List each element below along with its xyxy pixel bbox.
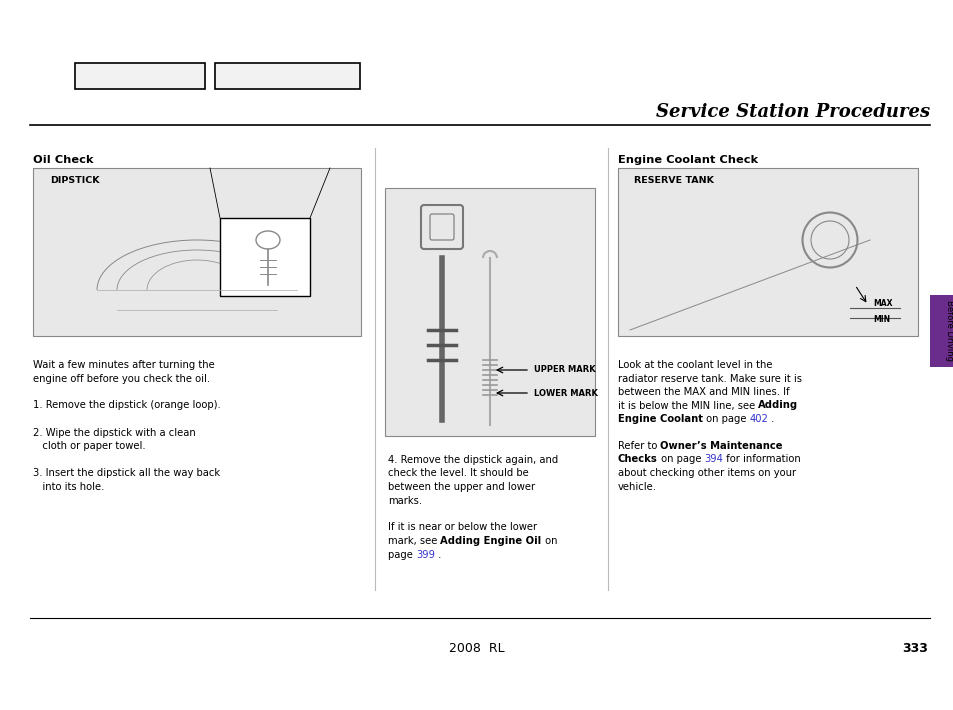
Text: 2. Wipe the dipstick with a clean: 2. Wipe the dipstick with a clean (33, 427, 195, 437)
Text: check the level. It should be: check the level. It should be (388, 469, 528, 479)
Text: between the upper and lower: between the upper and lower (388, 482, 535, 492)
Text: 399: 399 (416, 550, 435, 559)
Text: into its hole.: into its hole. (33, 481, 104, 491)
Text: Adding Engine Oil: Adding Engine Oil (440, 536, 541, 546)
Text: 3. Insert the dipstick all the way back: 3. Insert the dipstick all the way back (33, 468, 220, 478)
Text: 2008  RL: 2008 RL (449, 642, 504, 655)
Text: 402: 402 (749, 414, 768, 424)
Text: 333: 333 (902, 642, 927, 655)
Bar (929, 295, 953, 367)
Bar (618, 168, 917, 336)
Text: between the MAX and MIN lines. If: between the MAX and MIN lines. If (618, 387, 789, 397)
Text: on: on (541, 536, 557, 546)
Text: Before Driving: Before Driving (944, 300, 953, 361)
Text: UPPER MARK: UPPER MARK (534, 366, 595, 374)
Text: 394: 394 (703, 454, 722, 464)
Text: page: page (388, 550, 416, 559)
Text: .: . (768, 414, 774, 424)
Text: If it is near or below the lower: If it is near or below the lower (388, 523, 537, 532)
Text: about checking other items on your: about checking other items on your (618, 468, 796, 478)
Text: radiator reserve tank. Make sure it is: radiator reserve tank. Make sure it is (618, 373, 801, 383)
Text: mark, see: mark, see (388, 536, 440, 546)
FancyBboxPatch shape (420, 205, 462, 249)
Text: Checks: Checks (618, 454, 657, 464)
Text: for information: for information (722, 454, 801, 464)
Bar (220, 218, 310, 296)
Text: on page: on page (657, 454, 703, 464)
Text: .: . (435, 550, 441, 559)
Text: cloth or paper towel.: cloth or paper towel. (33, 441, 146, 451)
Text: on page: on page (702, 414, 749, 424)
Text: Owner’s Maintenance: Owner’s Maintenance (659, 441, 782, 451)
Text: it is below the MIN line, see: it is below the MIN line, see (618, 400, 758, 410)
Text: 1. Remove the dipstick (orange loop).: 1. Remove the dipstick (orange loop). (33, 400, 220, 410)
Bar (385, 188, 595, 436)
Text: Look at the coolant level in the: Look at the coolant level in the (618, 360, 772, 370)
Text: engine off before you check the oil.: engine off before you check the oil. (33, 373, 210, 383)
Bar (33, 168, 360, 336)
Text: MAX: MAX (872, 298, 892, 307)
Text: Wait a few minutes after turning the: Wait a few minutes after turning the (33, 360, 214, 370)
Text: Oil Check: Oil Check (33, 155, 93, 165)
Bar (214, 63, 359, 89)
Bar (75, 63, 205, 89)
Text: Adding: Adding (758, 400, 798, 410)
Text: Engine Coolant: Engine Coolant (618, 414, 702, 424)
Text: 4. Remove the dipstick again, and: 4. Remove the dipstick again, and (388, 455, 558, 465)
Text: RESERVE TANK: RESERVE TANK (634, 176, 713, 185)
Text: MIN: MIN (872, 315, 889, 324)
Text: LOWER MARK: LOWER MARK (534, 388, 598, 398)
Text: marks.: marks. (388, 496, 421, 506)
Text: Engine Coolant Check: Engine Coolant Check (618, 155, 758, 165)
Text: vehicle.: vehicle. (618, 481, 657, 491)
Text: DIPSTICK: DIPSTICK (50, 176, 99, 185)
FancyBboxPatch shape (430, 214, 454, 240)
Text: Service Station Procedures: Service Station Procedures (655, 103, 929, 121)
Text: Refer to: Refer to (618, 441, 659, 451)
